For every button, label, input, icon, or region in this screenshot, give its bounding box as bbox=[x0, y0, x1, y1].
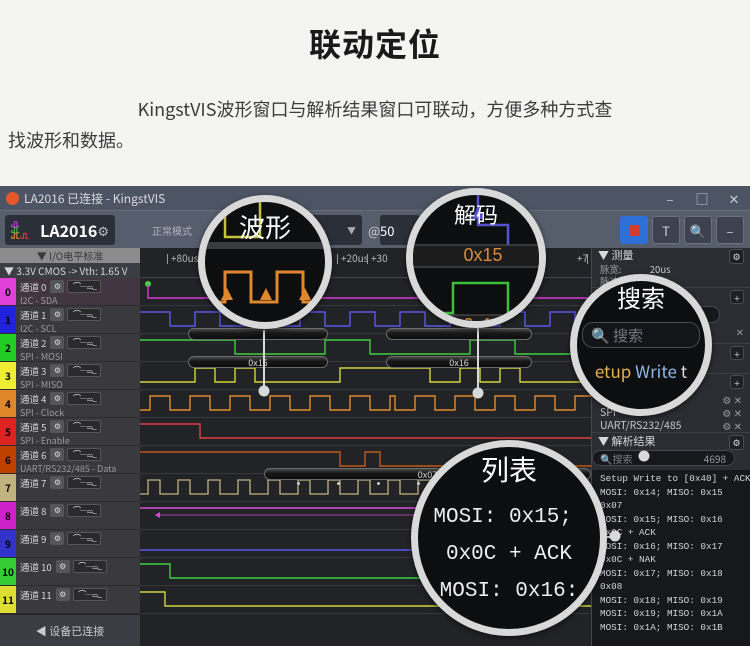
svg-text:0x15: 0x15 bbox=[463, 245, 502, 265]
